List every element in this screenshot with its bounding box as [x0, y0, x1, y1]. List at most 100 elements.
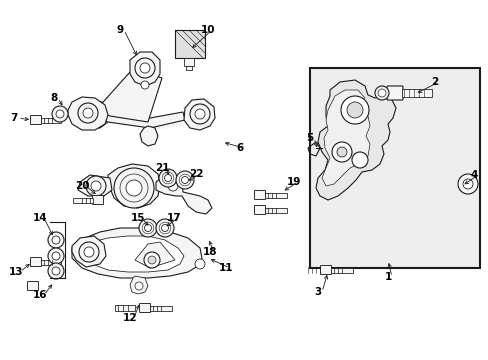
Polygon shape: [78, 175, 112, 196]
Circle shape: [195, 259, 204, 269]
Circle shape: [48, 263, 64, 279]
Polygon shape: [96, 72, 162, 122]
Circle shape: [86, 176, 106, 196]
Bar: [41, 260, 61, 265]
Circle shape: [156, 219, 174, 237]
Circle shape: [143, 252, 160, 268]
Circle shape: [135, 58, 155, 78]
Polygon shape: [183, 99, 215, 130]
Text: 17: 17: [166, 213, 181, 223]
Bar: [264, 193, 286, 198]
Text: 5: 5: [306, 133, 313, 143]
Text: 18: 18: [203, 247, 217, 257]
Circle shape: [135, 282, 142, 290]
Circle shape: [351, 152, 367, 168]
Polygon shape: [82, 236, 183, 272]
Bar: [264, 207, 286, 212]
Text: 21: 21: [154, 163, 169, 173]
Circle shape: [52, 236, 60, 244]
Text: 20: 20: [75, 181, 89, 191]
Text: 2: 2: [430, 77, 438, 87]
FancyBboxPatch shape: [254, 206, 265, 215]
Circle shape: [159, 169, 177, 187]
Text: 12: 12: [122, 313, 137, 323]
Bar: [115, 305, 135, 311]
Circle shape: [144, 225, 151, 231]
Circle shape: [181, 176, 188, 184]
Circle shape: [168, 181, 178, 191]
Circle shape: [161, 225, 168, 231]
Polygon shape: [96, 108, 184, 128]
Circle shape: [176, 171, 194, 189]
Text: 15: 15: [130, 213, 145, 223]
Circle shape: [78, 103, 98, 123]
Text: 19: 19: [286, 177, 301, 187]
Circle shape: [56, 110, 64, 118]
FancyBboxPatch shape: [386, 86, 402, 100]
Circle shape: [195, 109, 204, 119]
Bar: [150, 306, 172, 310]
Polygon shape: [72, 236, 106, 267]
Polygon shape: [315, 80, 395, 200]
Text: 14: 14: [33, 213, 47, 223]
Text: 7: 7: [10, 113, 18, 123]
Circle shape: [336, 147, 346, 157]
Polygon shape: [72, 100, 110, 128]
Circle shape: [91, 181, 101, 191]
Circle shape: [48, 248, 64, 264]
Polygon shape: [321, 90, 369, 186]
Bar: [401, 89, 431, 97]
Text: 8: 8: [50, 93, 58, 103]
FancyBboxPatch shape: [92, 195, 103, 204]
FancyBboxPatch shape: [30, 116, 41, 125]
Circle shape: [52, 252, 60, 260]
Polygon shape: [68, 97, 108, 130]
Bar: [41, 117, 61, 122]
FancyBboxPatch shape: [320, 266, 331, 274]
Polygon shape: [72, 228, 202, 278]
FancyBboxPatch shape: [139, 303, 150, 312]
Circle shape: [164, 175, 171, 181]
Circle shape: [462, 179, 472, 189]
Text: 13: 13: [9, 267, 23, 277]
Circle shape: [148, 256, 156, 264]
Text: 10: 10: [201, 25, 215, 35]
Text: 3: 3: [314, 287, 321, 297]
Circle shape: [114, 168, 154, 208]
Polygon shape: [140, 126, 158, 146]
Circle shape: [190, 104, 209, 124]
Circle shape: [52, 106, 68, 122]
Polygon shape: [130, 276, 148, 294]
Text: 22: 22: [188, 169, 203, 179]
Bar: [183, 58, 194, 66]
Circle shape: [457, 174, 477, 194]
Circle shape: [340, 96, 368, 124]
Circle shape: [79, 242, 99, 262]
FancyBboxPatch shape: [27, 282, 39, 291]
Text: 4: 4: [469, 170, 477, 180]
FancyBboxPatch shape: [254, 190, 265, 199]
Text: 6: 6: [236, 143, 243, 153]
Circle shape: [139, 219, 157, 237]
Circle shape: [374, 86, 388, 100]
FancyBboxPatch shape: [30, 257, 41, 266]
Polygon shape: [135, 242, 175, 268]
Bar: [330, 267, 352, 273]
Circle shape: [346, 102, 362, 118]
Circle shape: [377, 89, 385, 97]
Text: 16: 16: [33, 290, 47, 300]
Text: 9: 9: [116, 25, 123, 35]
Circle shape: [48, 232, 64, 248]
Circle shape: [83, 108, 93, 118]
Polygon shape: [98, 97, 215, 130]
Bar: [185, 66, 192, 70]
Polygon shape: [175, 30, 204, 58]
Circle shape: [331, 142, 351, 162]
Circle shape: [141, 81, 149, 89]
Polygon shape: [108, 164, 160, 208]
Circle shape: [140, 63, 150, 73]
Polygon shape: [130, 52, 160, 86]
Text: 11: 11: [218, 263, 233, 273]
Circle shape: [52, 267, 60, 275]
Circle shape: [126, 180, 142, 196]
